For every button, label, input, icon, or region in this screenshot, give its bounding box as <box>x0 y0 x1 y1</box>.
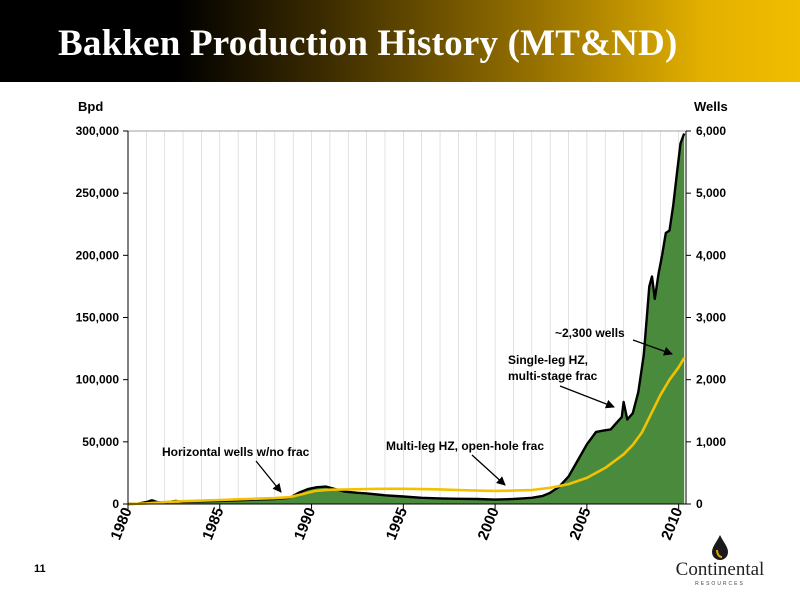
y-right-tick-label: 3,000 <box>696 311 726 325</box>
x-tick-label: 2000 <box>475 505 503 542</box>
annotations: Horizontal wells w/no frac Multi-leg HZ,… <box>162 326 673 493</box>
annotation-arrow-no-frac <box>255 460 282 493</box>
page-number: 11 <box>34 563 46 575</box>
oil-drop-icon <box>712 535 728 560</box>
annotation-arrow-well-count <box>632 339 673 356</box>
annotation-single-leg-line1: Single-leg HZ, <box>508 353 588 367</box>
annotation-single-leg-line2: multi-stage frac <box>508 369 598 383</box>
annotation-multi-leg: Multi-leg HZ, open-hole frac <box>386 439 544 453</box>
y-left-tick-label: 0 <box>112 497 119 511</box>
logo-wordmark: Continental <box>675 559 765 580</box>
slide-header: Bakken Production History (MT&ND) <box>0 0 800 82</box>
y-left-tick-label: 150,000 <box>76 311 120 325</box>
y-right-tick-label: 4,000 <box>696 248 726 262</box>
annotation-arrow-multi-leg <box>471 454 506 486</box>
logo-subtitle: RESOURCES <box>695 581 745 587</box>
y-right-tick-label: 0 <box>696 497 703 511</box>
x-tick-label: 1995 <box>383 505 411 542</box>
slide-title: Bakken Production History (MT&ND) <box>58 23 678 64</box>
y-left-tick-label: 300,000 <box>76 124 120 138</box>
annotation-well-count: ~2,300 wells <box>555 326 625 340</box>
y-right-tick-label: 6,000 <box>696 124 726 138</box>
production-area <box>128 133 685 504</box>
production-chart: 0 50,000 100,000 150,000 200,000 250,000 300,0… <box>76 99 728 542</box>
plot-series <box>127 133 686 506</box>
y-right-tick-label: 1,000 <box>696 435 726 449</box>
y-left-tick-label: 250,000 <box>76 186 120 200</box>
y-right-tick-label: 5,000 <box>696 186 726 200</box>
annotation-arrow-single-leg <box>559 385 615 409</box>
wells-line <box>127 357 686 506</box>
y-right-axis-label: Wells <box>694 99 728 114</box>
x-tick-label: 1985 <box>199 505 227 542</box>
y-left-tick-label: 200,000 <box>76 248 120 262</box>
y-right-tick-label: 2,000 <box>696 373 726 387</box>
annotation-horizontal-no-frac: Horizontal wells w/no frac <box>162 445 310 459</box>
x-tick-label: 1990 <box>291 505 319 542</box>
y-left-tick-label: 100,000 <box>76 373 120 387</box>
company-logo: Continental RESOURCES <box>668 532 772 592</box>
y-left-axis-label: Bpd <box>78 99 103 114</box>
y-left-tick-label: 50,000 <box>82 435 119 449</box>
x-tick-label: 2005 <box>566 505 594 542</box>
